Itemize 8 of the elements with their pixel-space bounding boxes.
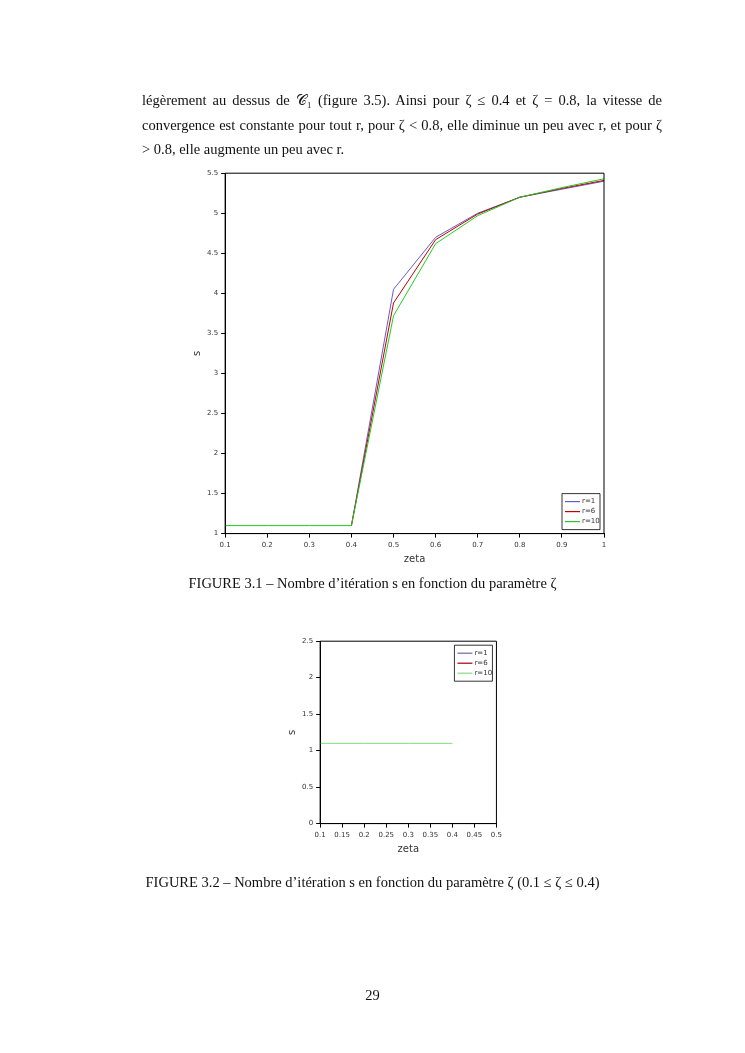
caption: FIGURE 3.2 – Nombre d’itération s en fonction du paramètre ζ (0.1 ≤ ζ ≤ 0.4) [144, 874, 601, 891]
y-axis-title: s [190, 350, 202, 357]
y-axis-title: s [285, 729, 297, 736]
text: légèrement au dessus de 𝒞₁ (figure 3.5). Ainsi pour ζ ≤ 0.4 et ζ = 0.8, la vitesse de convergence est constante pour tout r, pour ζ < 0.8, elle diminue un peu avec r, et pour ζ > 0.8, elle augmente un peu avec r. [142, 91, 662, 159]
caption: FIGURE 3.1 – Nombre d’itération s en fonction du paramètre ζ [187, 575, 558, 592]
x-axis-title: zeta [397, 842, 420, 854]
text: 29 [364, 987, 381, 1004]
x-axis-title: zeta [403, 552, 426, 564]
